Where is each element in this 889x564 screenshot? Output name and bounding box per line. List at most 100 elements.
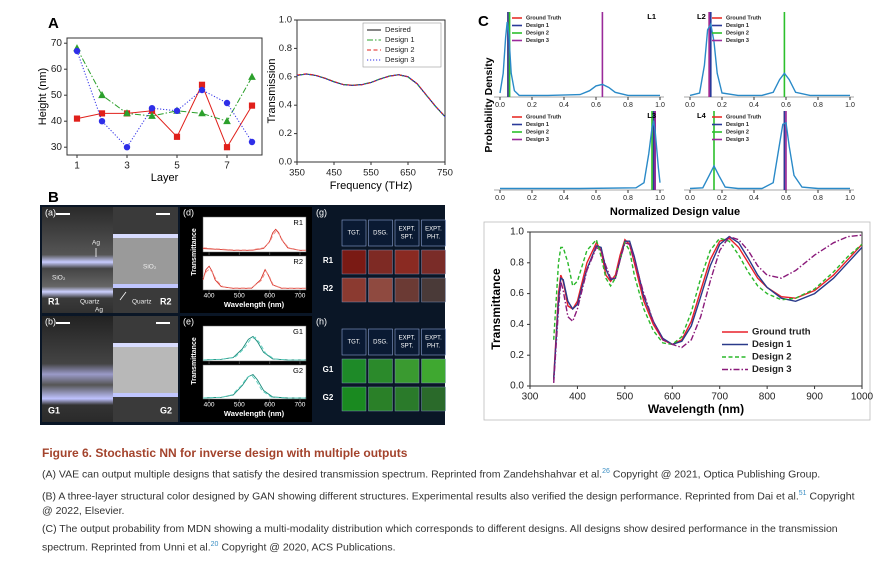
- x-tick-label: 550: [363, 168, 379, 179]
- row-label: R1: [323, 256, 334, 265]
- x-tick-label: 0.0: [685, 195, 695, 202]
- x-tick-label: 3: [124, 161, 130, 172]
- x-tick-label: 0.0: [495, 195, 505, 202]
- marker: [123, 109, 131, 117]
- x-tick-label: 0.4: [749, 195, 759, 202]
- plot-frame: [202, 325, 307, 362]
- series-line: [499, 21, 660, 97]
- marker: [98, 110, 106, 117]
- plot-frame: [202, 255, 307, 291]
- column-label: EXPT.: [399, 336, 416, 342]
- color-swatch: [421, 386, 446, 412]
- caption-text: Copyright @ 2021, Optica Publishing Grou…: [612, 468, 821, 481]
- x-tick-label: 350: [289, 168, 305, 179]
- x-axis-label: Layer: [151, 172, 179, 184]
- legend-label: Design 3: [726, 137, 749, 143]
- caption-text: Copyright @ 2022, Elsevier.: [42, 490, 855, 517]
- y-axis-label: Transmittance: [191, 337, 198, 385]
- y-axis-label: Probability Density: [483, 57, 495, 152]
- marker: [73, 115, 81, 122]
- structure-label: Quartz: [80, 299, 100, 306]
- x-tick-label: 400: [569, 392, 586, 403]
- plot-frame: [202, 216, 307, 253]
- column-label: PHT.: [427, 235, 440, 241]
- y-tick-label: 0.8: [510, 257, 524, 268]
- x-tick-label: 600: [264, 293, 275, 300]
- ag-layer: [113, 393, 178, 397]
- caption-title: Figure 6. Stochastic NN for inverse desi…: [42, 446, 408, 460]
- legend-label: Design 3: [385, 55, 415, 64]
- x-axis-label: Wavelength (nm): [224, 300, 285, 309]
- color-swatch: [368, 249, 393, 275]
- y-tick-label: 60: [51, 64, 63, 75]
- column-label: TGT.: [348, 231, 361, 237]
- x-tick-label: 0.0: [495, 102, 505, 109]
- x-tick-label: 750: [437, 168, 453, 179]
- plot-label: G1: [293, 327, 303, 336]
- marker: [198, 109, 206, 117]
- x-axis-label: Normalized Design value: [610, 206, 740, 218]
- x-tick-label: 1.0: [845, 195, 855, 202]
- x-tick-label: 800: [759, 392, 776, 403]
- ag-layer: [113, 284, 178, 288]
- caption-paragraph: (A) VAE can output multiple designs that…: [42, 464, 864, 483]
- x-tick-label: 1000: [851, 392, 874, 403]
- series-line: [202, 268, 307, 289]
- x-tick-label: 0.2: [717, 102, 727, 109]
- sample-label: R1: [48, 296, 60, 306]
- plot-label: R2: [293, 257, 303, 266]
- y-tick-label: 70: [51, 38, 63, 49]
- column-header: [341, 328, 367, 356]
- x-tick-label: 0.6: [781, 102, 791, 109]
- column-header: [421, 219, 446, 247]
- structure-label: Ag: [95, 307, 103, 314]
- series-line: [202, 228, 306, 251]
- plot-label: L2: [697, 12, 706, 21]
- series-line: [553, 234, 863, 383]
- marker: [148, 111, 156, 119]
- legend-label: Design 2: [752, 352, 792, 363]
- legend-label: Ground Truth: [526, 114, 562, 120]
- color-swatch: [394, 358, 420, 384]
- y-tick-label: 0.0: [510, 381, 524, 392]
- color-swatch: [394, 386, 420, 412]
- series-line: [296, 73, 446, 117]
- marker: [198, 86, 206, 94]
- plot-label: G2: [293, 366, 303, 375]
- legend-label: Ground Truth: [526, 15, 562, 21]
- y-tick-label: 0.2: [510, 350, 524, 361]
- y-tick-label: 0.2: [279, 128, 292, 139]
- column-label: EXPT.: [399, 227, 416, 233]
- x-tick-label: 0.6: [591, 102, 601, 109]
- panel-label: B: [48, 189, 59, 206]
- x-tick-label: 0.6: [591, 195, 601, 202]
- column-label: DSG.: [373, 231, 388, 237]
- x-tick-label: 400: [204, 402, 215, 409]
- color-swatch: [341, 358, 367, 384]
- column-header: [368, 219, 393, 247]
- x-tick-label: 0.4: [749, 102, 759, 109]
- structure-label: Ag: [92, 240, 100, 247]
- series-line: [689, 22, 850, 97]
- marker: [173, 133, 181, 140]
- row-label: G1: [323, 365, 334, 374]
- x-tick-label: 450: [326, 168, 342, 179]
- plot-frame: [202, 364, 307, 400]
- subpanel-tag: (g): [316, 207, 327, 217]
- legend-label: Design 2: [385, 45, 415, 54]
- legend-label: Design 2: [726, 129, 749, 135]
- reference: 26: [602, 468, 610, 475]
- color-swatch: [341, 386, 367, 412]
- legend-label: Design 1: [385, 35, 415, 44]
- y-axis-label: Transmittance: [191, 228, 198, 276]
- x-tick-label: 1: [74, 161, 80, 172]
- marker: [223, 116, 231, 125]
- structure-label: SiO₂: [52, 275, 66, 282]
- column-header: [394, 219, 420, 247]
- structure-label: SiO₂: [143, 264, 157, 271]
- legend-label: Ground Truth: [726, 114, 762, 120]
- structure-label: Quartz: [132, 299, 152, 306]
- marker: [248, 138, 256, 146]
- legend-label: Design 3: [526, 137, 549, 143]
- row-label: R2: [323, 284, 334, 293]
